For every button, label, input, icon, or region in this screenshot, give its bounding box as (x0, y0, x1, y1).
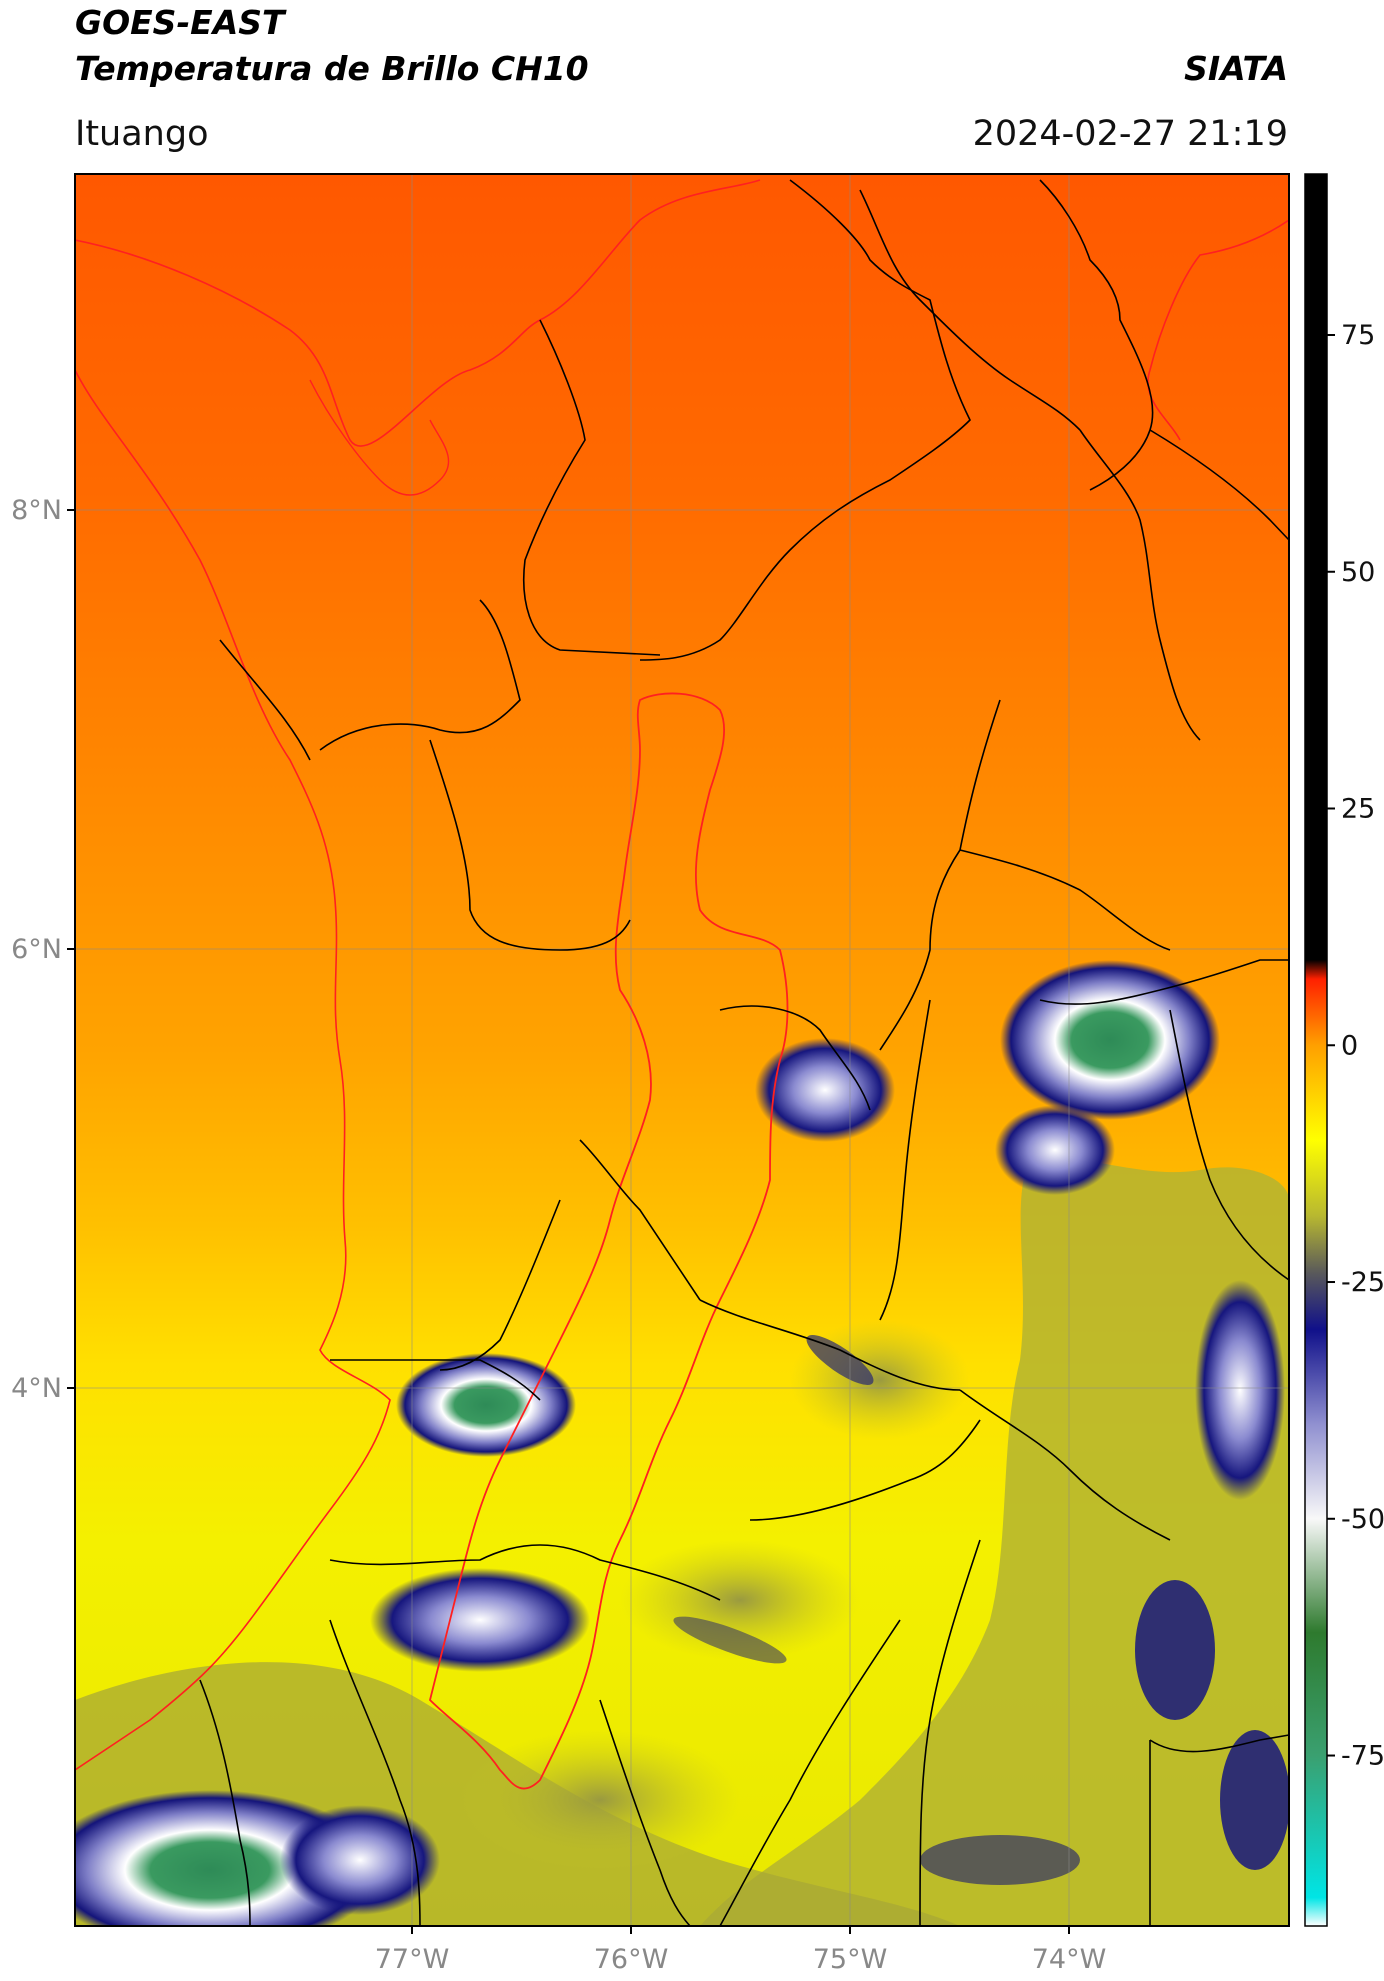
admin-boundaries (199, 179, 1289, 1926)
cloud-streak-south (673, 1616, 787, 1664)
map-area (75, 174, 1289, 1926)
coastline-caribbean-east (1147, 219, 1289, 441)
convective-cell-center (755, 1038, 895, 1142)
lat-label-6n: 6°N (11, 934, 62, 965)
colorbar-tick-label: 25 (1341, 794, 1375, 825)
lon-label-75w: 75°W (813, 1944, 888, 1975)
colorbar-tick-label: -25 (1341, 1267, 1384, 1298)
cloud-streak-center (806, 1335, 874, 1385)
convective-cell-southwest (370, 1568, 590, 1672)
lon-label-76w: 76°W (594, 1944, 669, 1975)
convective-band-east-1 (1195, 1280, 1285, 1500)
colorbar-ticks: 75 50 25 0 -25 -50 -75 (1327, 320, 1384, 1772)
cloud-streak-bottom (920, 1835, 1080, 1885)
lat-ticks (67, 509, 75, 1389)
colorbar-tick-label: -50 (1341, 1504, 1384, 1535)
river-basin-outline (429, 692, 789, 1790)
title-satellite: GOES-EAST (75, 3, 285, 42)
colorbar-frame (1304, 173, 1328, 1927)
lat-label-4n: 4°N (11, 1373, 62, 1404)
map-frame (74, 173, 1290, 1927)
timestamp-label: 2024-02-27 21:19 (972, 114, 1288, 154)
colorbar-tick-label: -75 (1341, 1741, 1384, 1772)
convective-band-east-2 (1135, 1580, 1215, 1720)
olive-patch-mid (620, 1540, 860, 1660)
location-label: Ituango (75, 114, 209, 154)
lon-label-77w: 77°W (375, 1944, 450, 1975)
convective-band-east-3 (1220, 1730, 1289, 1870)
colorbar-gradient (1305, 174, 1327, 1926)
colorbar-tick-label: 75 (1341, 320, 1375, 351)
title-product: Temperatura de Brillo CH10 (75, 49, 589, 88)
lon-label-74w: 74°W (1032, 1944, 1107, 1975)
convective-cell-bottom-left-b (280, 1805, 440, 1915)
graticule (75, 174, 1289, 1926)
lat-label-8n: 8°N (11, 495, 62, 526)
coastline-gulf-uraba (309, 379, 450, 496)
coastline-caribbean (75, 179, 761, 447)
convective-cell-east-tail (995, 1105, 1115, 1195)
olive-patch-lower (460, 1730, 740, 1870)
convective-cell-east-ne (1000, 960, 1220, 1120)
olive-cloud-region-east (700, 1157, 1289, 1926)
convective-cell-4n (396, 1353, 576, 1457)
colorbar-tick-label: 0 (1341, 1030, 1358, 1061)
colorbar-tick-label: 50 (1341, 557, 1375, 588)
title-organization: SIATA (1184, 49, 1288, 88)
coastline-pacific (75, 369, 391, 1771)
title-block: GOES-EAST Temperatura de Brillo CH10 (75, 0, 589, 92)
colorbar (1305, 174, 1327, 1926)
lon-ticks (411, 1926, 1070, 1934)
